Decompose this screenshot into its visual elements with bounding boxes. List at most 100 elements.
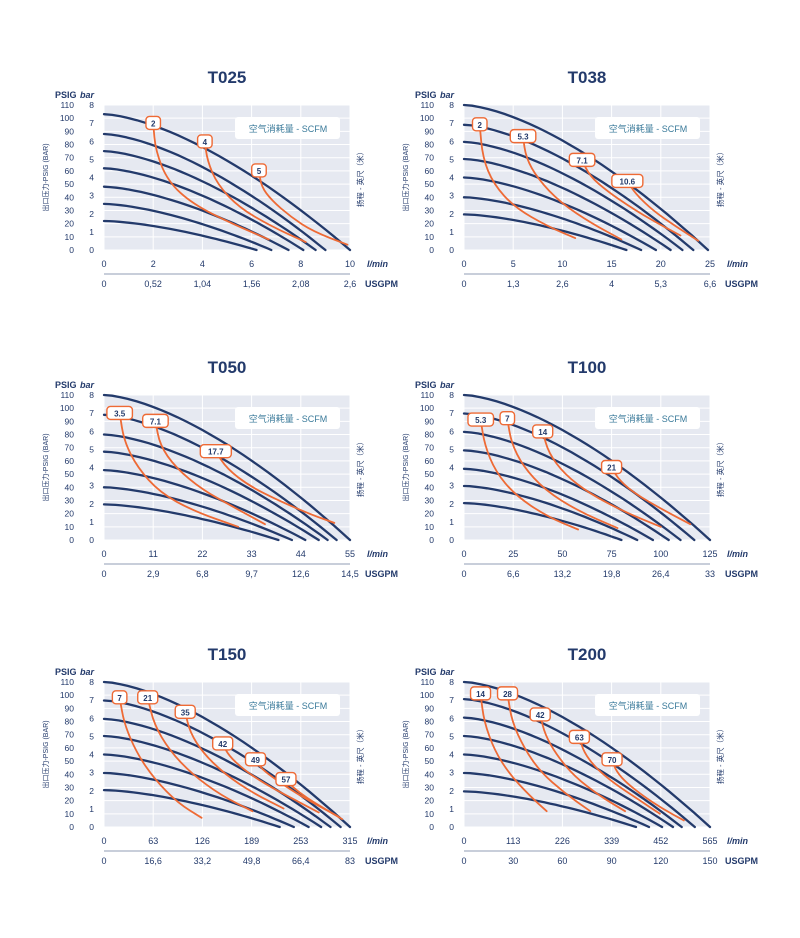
psig-tick-label: 100 [420, 113, 434, 123]
bar-tick-label: 7 [449, 695, 454, 705]
bar-unit-label: bar [440, 667, 455, 677]
air-curve-label-badge [568, 729, 591, 745]
bar-tick-label: 6 [449, 713, 454, 723]
psig-tick-label: 40 [425, 192, 435, 202]
psig-tick-label: 50 [65, 179, 75, 189]
psig-tick-label: 80 [425, 717, 435, 727]
lmin-tick-label: 44 [296, 549, 306, 559]
psig-unit-label: PSIG [55, 90, 77, 100]
pump-curve [462, 213, 628, 252]
bar-tick-label: 7 [449, 118, 454, 128]
psig-tick-label: 50 [65, 469, 75, 479]
psig-tick-label: 110 [60, 100, 74, 110]
psig-tick-label: 100 [60, 690, 74, 700]
pump-curve [102, 468, 307, 542]
air-curve-label: 42 [536, 711, 545, 720]
psig-tick-label: 0 [69, 535, 74, 545]
lmin-tick-label: 22 [197, 549, 207, 559]
bar-tick-label: 0 [89, 245, 94, 255]
lmin-tick-label: 226 [555, 836, 570, 846]
lmin-unit-label: l/min [367, 549, 389, 559]
usgpm-tick-label: 1,3 [507, 279, 520, 289]
air-curve-label: 35 [181, 708, 190, 717]
bar-tick-label: 8 [89, 100, 94, 110]
pump-curve [462, 157, 672, 252]
air-consumption-curve [541, 431, 662, 528]
air-note-text: 空气消耗量 - SCFM [609, 123, 688, 134]
air-consumption-curve [258, 170, 349, 246]
bar-tick-label: 2 [89, 499, 94, 509]
lmin-tick-label: 253 [293, 836, 308, 846]
air-consumption-curve [479, 693, 548, 813]
lmin-tick-label: 4 [200, 259, 205, 269]
psig-tick-label: 0 [429, 822, 434, 832]
psig-tick-label: 80 [65, 717, 75, 727]
y-axis-left-title: 出口压力-PSIG (BAR) [401, 720, 410, 788]
lmin-tick-label: 0 [101, 836, 106, 846]
pump-curve [462, 393, 712, 542]
psig-tick-label: 30 [425, 495, 435, 505]
psig-tick-label: 100 [60, 113, 74, 123]
air-consumption-curve [506, 417, 619, 529]
air-consumption-curve [522, 135, 623, 241]
chart-title: T100 [568, 358, 607, 377]
psig-tick-label: 70 [425, 153, 435, 163]
air-curve-label-badge [509, 128, 537, 144]
chart-panel-t038: T038 110 100 90 80 70 60 50 40 30 20 10 0 8 7 6 5 4 3 2 1 0 PS… [360, 65, 758, 300]
bar-tick-label: 5 [89, 731, 94, 741]
air-curve-label-badge [471, 117, 488, 132]
lmin-tick-label: 20 [656, 259, 666, 269]
usgpm-unit-label: USGPM [725, 279, 758, 289]
psig-tick-label: 100 [420, 403, 434, 413]
chart-svg: T0501101009080706050403020100876543210PS… [41, 358, 398, 579]
bar-unit-label: bar [80, 90, 95, 100]
lmin-tick-label: 25 [508, 549, 518, 559]
lmin-tick-label: 126 [195, 836, 210, 846]
bar-tick-label: 2 [449, 786, 454, 796]
air-curve-label: 7 [505, 415, 510, 424]
pump-curve [102, 202, 273, 252]
y-axis-left-title: 出口压力-PSIG (BAR) [41, 433, 50, 501]
pump-curve [102, 113, 352, 252]
air-curve-label-badge [496, 686, 519, 701]
lmin-tick-label: 55 [345, 549, 355, 559]
psig-unit-label: PSIG [415, 667, 437, 677]
psig-tick-label: 10 [65, 232, 75, 242]
usgpm-tick-label: 0 [461, 856, 466, 866]
bar-tick-label: 6 [89, 713, 94, 723]
psig-tick-label: 40 [425, 482, 435, 492]
air-curve-label: 57 [282, 776, 291, 785]
usgpm-tick-label: 1,04 [194, 279, 212, 289]
psig-tick-label: 80 [65, 140, 75, 150]
usgpm-tick-label: 12,6 [292, 569, 310, 579]
pump-curve [462, 430, 682, 542]
psig-tick-label: 80 [425, 140, 435, 150]
psig-tick-label: 30 [65, 495, 75, 505]
lmin-tick-label: 100 [653, 549, 668, 559]
air-note-text: 空气消耗量 - SCFM [609, 700, 688, 711]
psig-tick-label: 10 [425, 809, 435, 819]
lmin-tick-label: 125 [702, 549, 717, 559]
bar-tick-label: 8 [449, 677, 454, 687]
bar-tick-label: 3 [449, 768, 454, 778]
bar-tick-label: 2 [449, 209, 454, 219]
psig-tick-label: 110 [420, 100, 434, 110]
air-curve-label-badge [111, 690, 128, 705]
air-consumption-curve [506, 693, 592, 813]
bar-tick-label: 8 [449, 100, 454, 110]
air-curve-label-badge [499, 411, 516, 426]
pump-curve [462, 753, 664, 829]
usgpm-unit-label: USGPM [365, 279, 398, 289]
lmin-tick-label: 565 [702, 836, 717, 846]
usgpm-tick-label: 19,8 [603, 569, 621, 579]
psig-tick-label: 20 [65, 509, 75, 519]
usgpm-tick-label: 33,2 [194, 856, 212, 866]
bar-tick-label: 0 [89, 822, 94, 832]
chart-title: T200 [568, 645, 607, 664]
chart-title: T025 [208, 68, 247, 87]
psig-tick-label: 90 [65, 416, 75, 426]
usgpm-tick-label: 0,52 [144, 279, 162, 289]
lmin-tick-label: 75 [607, 549, 617, 559]
lmin-tick-label: 452 [653, 836, 668, 846]
bar-tick-label: 7 [89, 695, 94, 705]
